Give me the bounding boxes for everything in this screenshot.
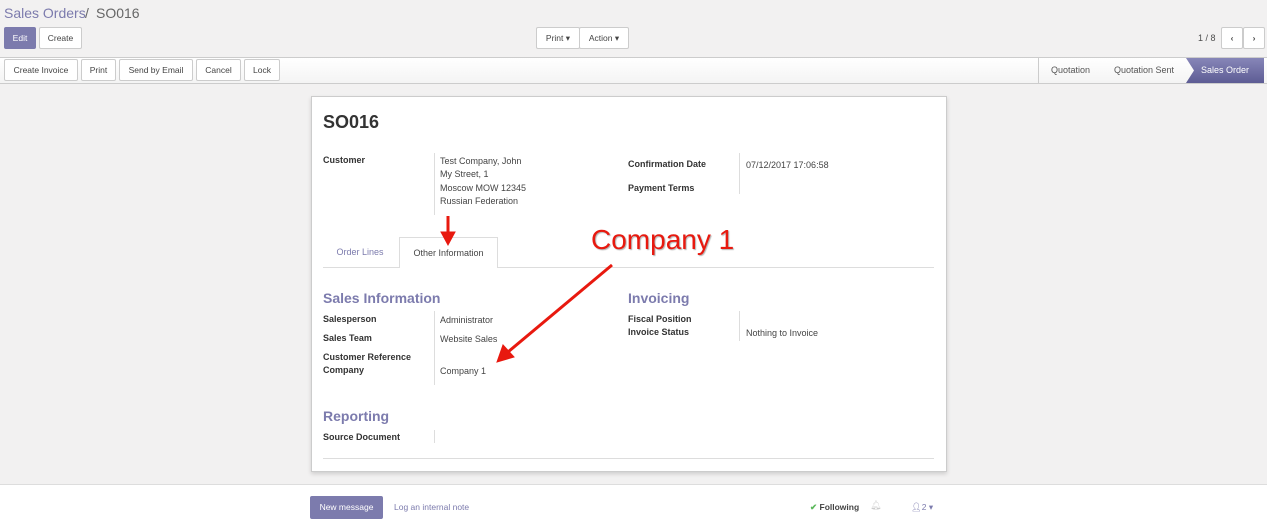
customer-link[interactable]: Test Company, John [440,156,522,166]
following-label: Following [819,502,860,512]
chatter [0,484,1267,528]
log-note-link[interactable]: Log an internal note [394,502,470,512]
confirmation-date-label: Confirmation Date [628,159,707,169]
salesperson-link[interactable]: Administrator [440,315,494,325]
sales-team-label: Sales Team [323,333,372,343]
pager-previous-button[interactable]: ‹ [1221,27,1243,49]
chevron-left-icon: ‹ [1230,33,1234,43]
chevron-right-icon: › [1252,33,1256,43]
stage-quotation[interactable]: Quotation [1038,58,1102,83]
breadcrumb-sales-orders[interactable]: Sales Orders [4,5,86,21]
invoice-status-value: Nothing to Invoice [746,328,819,338]
customer-label: Customer [323,155,366,165]
stage-sales-order[interactable]: Sales Order [1186,58,1264,83]
followers-count: 2 [921,502,927,512]
customer-street: My Street, 1 [440,169,489,179]
arrowhead [496,344,515,363]
fiscal-position-label: Fiscal Position [628,314,692,324]
create-invoice-button[interactable]: Create Invoice [4,59,78,81]
caret-down-icon: ▾ [614,33,620,43]
arrow-diagonal-icon [507,263,613,354]
confirmation-date-value: 07/12/2017 17:06:58 [746,160,829,170]
customer-country: Russian Federation [440,196,519,206]
customer-reference-label: Customer Reference [323,352,412,362]
stage-quotation-sent[interactable]: Quotation Sent [1113,65,1175,75]
tab-order-lines[interactable]: Order Lines [336,247,384,257]
customer-city: Moscow MOW 12345 [440,183,527,193]
company-label: Company [323,365,365,375]
invoicing-heading: Invoicing [628,290,690,306]
arrowhead [440,231,456,247]
bell-icon[interactable]: 🔔︎ [870,500,882,510]
source-document-label: Source Document [323,432,401,442]
page-title: SO016 [323,112,380,132]
following-button[interactable]: ✔ Following [810,502,859,513]
action-dropdown[interactable]: Action ▾ [579,27,629,49]
create-button[interactable]: Create [39,27,82,49]
sales-team-link[interactable]: Website Sales [440,334,498,344]
pager-value: 1 / 8 [1198,33,1216,43]
cancel-button[interactable]: Cancel [196,59,241,81]
send-by-email-button[interactable]: Send by Email [119,59,193,81]
form-sheet [311,96,947,472]
new-message-button[interactable]: New message [310,496,383,519]
edit-button[interactable]: Edit [4,27,36,49]
user-icon: 👤︎ [911,502,922,512]
pager-next-button[interactable]: › [1243,27,1265,49]
reporting-heading: Reporting [323,408,390,424]
action-label: Action [588,33,613,43]
payment-terms-label: Payment Terms [628,183,695,193]
invoice-status-label: Invoice Status [628,327,690,337]
followers-dropdown[interactable]: 👤︎2 ▾ [911,502,933,513]
salesperson-label: Salesperson [323,314,377,324]
annotation-label: Company 1 [591,224,735,255]
company-link[interactable]: Company 1 [440,366,487,376]
check-icon: ✔ [810,502,818,512]
breadcrumb-current: SO016 [96,5,140,21]
print-button[interactable]: Print [81,59,116,81]
caret-down-icon: ▾ [565,33,571,43]
caret-down-icon: ▾ [928,502,934,512]
print-label: Print [545,33,564,43]
lock-button[interactable]: Lock [244,59,280,81]
breadcrumb-separator: / [85,5,89,21]
sales-information-heading: Sales Information [323,290,441,306]
